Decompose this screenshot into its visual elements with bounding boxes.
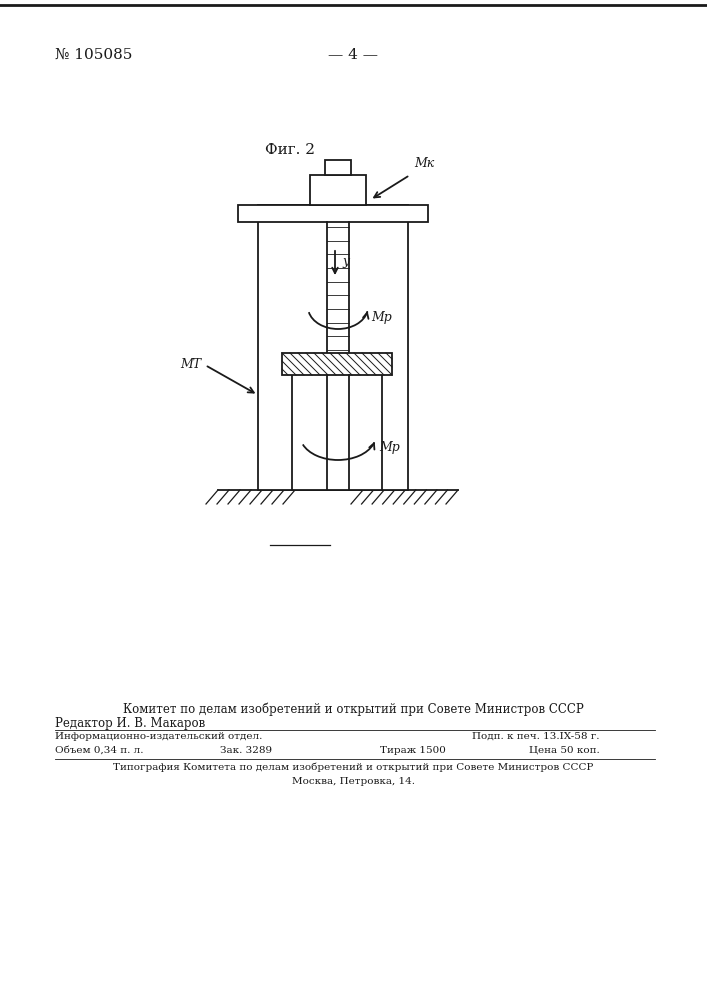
Bar	[238, 205, 428, 222]
Text: Зак. 3289: Зак. 3289	[220, 746, 272, 755]
Text: Информационно-издательский отдел.: Информационно-издательский отдел.	[55, 732, 262, 741]
Text: Подп. к печ. 13.IX-58 г.: Подп. к печ. 13.IX-58 г.	[472, 732, 600, 741]
Bar	[258, 205, 408, 490]
Text: Редактор И. В. Макаров: Редактор И. В. Макаров	[55, 717, 205, 730]
Text: MТ: MТ	[180, 359, 201, 371]
Text: Цена 50 коп.: Цена 50 коп.	[530, 746, 600, 755]
Text: Тираж 1500: Тираж 1500	[380, 746, 446, 755]
Text: у: у	[342, 255, 349, 268]
Text: Фиг. 2: Фиг. 2	[265, 143, 315, 157]
Bar	[310, 175, 366, 205]
Bar	[292, 373, 382, 490]
Text: Москва, Петровка, 14.: Москва, Петровка, 14.	[291, 777, 414, 786]
Text: Mр: Mр	[379, 440, 399, 454]
Text: Комитет по делам изобретений и открытий при Совете Министров СССР: Комитет по делам изобретений и открытий …	[122, 702, 583, 716]
Text: Mр: Mр	[371, 310, 392, 324]
Bar	[282, 353, 392, 375]
Text: Объем 0,34 п. л.: Объем 0,34 п. л.	[55, 746, 144, 755]
Bar	[325, 160, 351, 175]
Text: Mк: Mк	[414, 157, 434, 170]
Text: № 105085: № 105085	[55, 48, 132, 62]
Text: — 4 —: — 4 —	[328, 48, 378, 62]
Text: Типография Комитета по делам изобретений и открытий при Совете Министров СССР: Типография Комитета по делам изобретений…	[113, 762, 593, 772]
